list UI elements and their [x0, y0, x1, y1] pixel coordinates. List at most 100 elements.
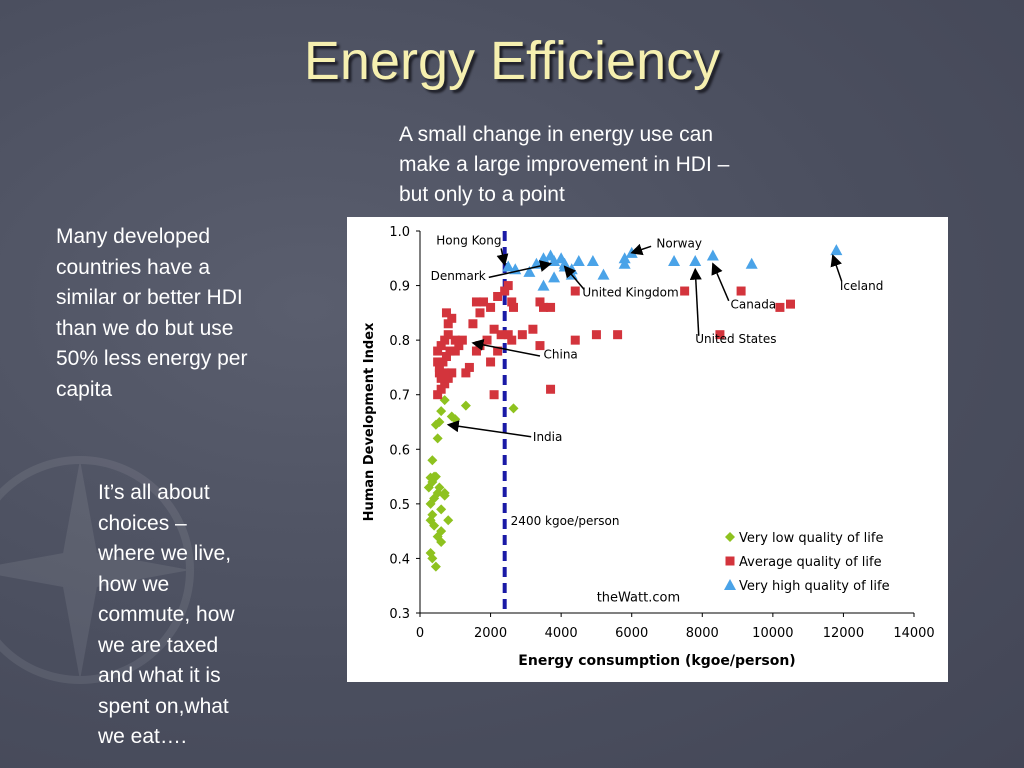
data-point-square: [438, 357, 448, 367]
threshold-label: 2400 kgoe/person: [511, 514, 620, 528]
data-point-square: [613, 330, 623, 340]
data-point-diamond: [430, 419, 441, 430]
annotation-arrow: [471, 338, 541, 357]
data-point-square: [450, 335, 460, 345]
data-point-square: [489, 324, 499, 334]
data-point-square: [475, 308, 485, 318]
data-point-square: [461, 368, 471, 378]
developed-countries-text: Many developed countries have a similar …: [56, 225, 248, 401]
data-point-square: [433, 390, 443, 400]
data-point-square: [546, 384, 556, 394]
data-point-triangle: [523, 265, 536, 277]
data-point-square: [546, 302, 556, 312]
data-point-square: [443, 330, 453, 340]
data-point-triangle: [668, 255, 681, 267]
data-point-square: [503, 281, 513, 291]
x-tick-label: 8000: [686, 626, 719, 641]
x-tick-label: 6000: [615, 626, 648, 641]
data-point-triangle: [548, 271, 561, 283]
data-point-square: [433, 357, 443, 367]
data-point-square: [715, 330, 725, 340]
data-point-diamond: [508, 403, 519, 414]
annotation-arrow: [830, 254, 843, 282]
data-point-square: [447, 313, 457, 323]
x-axis-label: Energy consumption (kgoe/person): [518, 653, 795, 669]
data-point-diamond: [436, 526, 447, 537]
data-point-square: [436, 341, 446, 351]
annotation-label: Denmark: [431, 269, 486, 283]
data-point-square: [445, 346, 455, 356]
data-point-square: [775, 302, 785, 312]
data-point-square: [535, 297, 545, 307]
callout-text: A small change in energy use can make a …: [399, 123, 730, 206]
data-point-square: [436, 373, 446, 383]
y-tick-label: 0.3: [389, 607, 410, 622]
data-point-square: [447, 368, 457, 378]
data-point-square: [450, 346, 460, 356]
legend-label: Very low quality of life: [739, 531, 883, 546]
data-point-triangle: [618, 257, 631, 269]
annotation-label: Hong Kong: [436, 234, 501, 248]
data-point-square: [570, 335, 580, 345]
data-point-square: [443, 319, 453, 329]
data-point-square: [471, 297, 481, 307]
annotation-label: Iceland: [840, 279, 883, 293]
data-point-diamond: [427, 455, 438, 466]
data-point-square: [503, 330, 513, 340]
data-point-square: [500, 286, 510, 296]
y-tick-label: 0.7: [389, 389, 410, 404]
data-point-triangle: [830, 244, 843, 256]
data-point-square: [493, 346, 503, 356]
data-point-square: [434, 362, 444, 372]
data-point-square: [489, 390, 499, 400]
y-tick-label: 0.5: [389, 498, 410, 513]
data-point-diamond: [434, 417, 445, 427]
data-point-square: [591, 330, 601, 340]
annotation-arrow: [488, 260, 553, 279]
annotation-label: China: [544, 348, 578, 362]
x-tick-label: 10000: [752, 626, 793, 641]
data-point-square: [433, 346, 443, 356]
data-point-square: [486, 357, 496, 367]
y-axis-label: Human Development Index: [362, 322, 377, 521]
y-tick-label: 0.6: [389, 443, 410, 458]
x-tick-label: 4000: [545, 626, 578, 641]
data-point-square: [464, 362, 474, 372]
data-point-triangle: [537, 279, 550, 291]
scatter-plot: 0.3 0.4 0.5 0.6 0.7 0.8 0.9 1.0 0 2000 4000 6000 800…: [362, 225, 935, 669]
legend-label: Average quality of life: [739, 555, 882, 570]
annotation-label: Norway: [656, 236, 702, 250]
data-point-square: [509, 302, 519, 312]
annotation-arrow: [630, 243, 652, 256]
data-point-square: [786, 299, 795, 309]
data-point-triangle: [689, 255, 702, 267]
data-point-square: [482, 335, 492, 345]
data-point-square: [440, 379, 450, 389]
legend-marker: [725, 556, 735, 566]
data-point-square: [507, 335, 517, 345]
data-point-diamond: [436, 406, 447, 417]
annotation-arrow: [711, 262, 730, 302]
data-point-square: [440, 368, 450, 378]
data-point-triangle: [597, 268, 610, 280]
data-point-square: [736, 286, 746, 296]
data-point-square: [517, 330, 527, 340]
x-tick-label: 0: [416, 626, 424, 641]
data-point-square: [443, 373, 453, 383]
data-point-square: [454, 341, 464, 351]
data-point-triangle: [572, 255, 585, 267]
data-point-diamond: [436, 537, 447, 548]
data-point-square: [535, 341, 545, 351]
data-point-square: [528, 324, 538, 334]
data-point-square: [486, 302, 496, 312]
annotation-label: Canada: [731, 297, 777, 311]
annotation-arrow: [496, 248, 509, 267]
data-point-triangle: [586, 255, 599, 267]
x-tick-label: 2000: [474, 626, 507, 641]
data-point-square: [539, 302, 548, 312]
data-point-square: [440, 335, 450, 345]
data-point-diamond: [425, 515, 436, 526]
data-point-diamond: [439, 395, 450, 406]
data-point-square: [680, 286, 690, 296]
x-tick-label: 12000: [823, 626, 864, 641]
